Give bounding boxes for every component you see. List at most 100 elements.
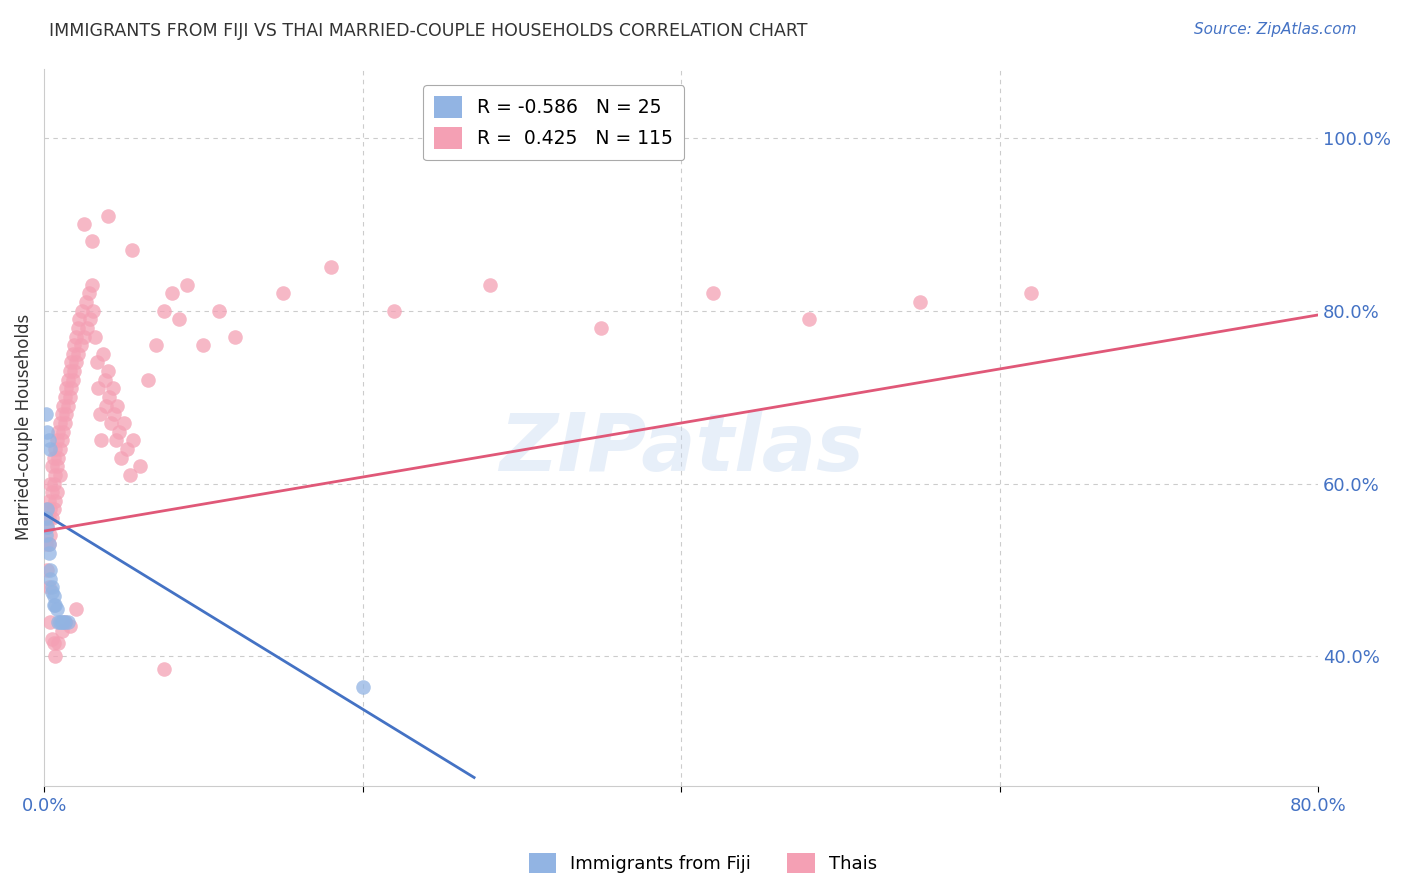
Point bbox=[1021, 286, 1043, 301]
Point bbox=[37, 520, 59, 534]
Point bbox=[41, 459, 63, 474]
Point bbox=[49, 416, 72, 430]
Point bbox=[104, 434, 127, 448]
Point bbox=[72, 303, 94, 318]
Y-axis label: Married-couple Households: Married-couple Households bbox=[15, 314, 32, 541]
Point bbox=[37, 520, 59, 534]
Point bbox=[58, 619, 80, 633]
Point bbox=[98, 390, 121, 404]
Point bbox=[65, 329, 87, 343]
Point bbox=[103, 408, 125, 422]
Point bbox=[73, 217, 96, 231]
Point bbox=[41, 584, 63, 599]
Point bbox=[89, 408, 111, 422]
Point bbox=[53, 390, 76, 404]
Point bbox=[38, 580, 60, 594]
Point bbox=[97, 364, 120, 378]
Point bbox=[84, 329, 107, 343]
Point bbox=[112, 416, 135, 430]
Point bbox=[38, 511, 60, 525]
Point bbox=[53, 615, 76, 629]
Point bbox=[80, 235, 103, 249]
Point bbox=[479, 277, 502, 292]
Point bbox=[39, 502, 62, 516]
Point bbox=[53, 416, 76, 430]
Point bbox=[121, 243, 143, 257]
Point bbox=[96, 399, 118, 413]
Point bbox=[224, 329, 246, 343]
Point bbox=[51, 615, 73, 629]
Point bbox=[51, 434, 73, 448]
Point bbox=[38, 434, 60, 448]
Point bbox=[702, 286, 724, 301]
Point bbox=[52, 615, 75, 629]
Point bbox=[42, 636, 65, 650]
Point bbox=[66, 321, 89, 335]
Point bbox=[51, 408, 73, 422]
Point bbox=[152, 662, 174, 676]
Point bbox=[80, 277, 103, 292]
Point bbox=[38, 493, 60, 508]
Point bbox=[39, 572, 62, 586]
Point bbox=[42, 589, 65, 603]
Point bbox=[110, 450, 132, 465]
Point bbox=[44, 467, 66, 482]
Point bbox=[41, 511, 63, 525]
Point bbox=[176, 277, 198, 292]
Point bbox=[44, 493, 66, 508]
Point bbox=[73, 329, 96, 343]
Point bbox=[48, 615, 70, 629]
Point bbox=[42, 598, 65, 612]
Point bbox=[45, 459, 67, 474]
Legend: Immigrants from Fiji, Thais: Immigrants from Fiji, Thais bbox=[522, 846, 884, 880]
Point bbox=[42, 502, 65, 516]
Point bbox=[93, 373, 115, 387]
Point bbox=[55, 408, 77, 422]
Point bbox=[65, 355, 87, 369]
Point bbox=[39, 476, 62, 491]
Point bbox=[49, 467, 72, 482]
Legend: R = -0.586   N = 25, R =  0.425   N = 115: R = -0.586 N = 25, R = 0.425 N = 115 bbox=[423, 85, 685, 161]
Point bbox=[38, 537, 60, 551]
Text: ZIPatlas: ZIPatlas bbox=[499, 409, 863, 488]
Point bbox=[75, 295, 97, 310]
Point bbox=[37, 502, 59, 516]
Point bbox=[51, 624, 73, 638]
Point bbox=[39, 563, 62, 577]
Point bbox=[152, 303, 174, 318]
Point bbox=[62, 373, 84, 387]
Point bbox=[65, 602, 87, 616]
Point bbox=[52, 425, 75, 439]
Point bbox=[115, 442, 138, 456]
Point bbox=[58, 390, 80, 404]
Point bbox=[105, 399, 128, 413]
Point bbox=[91, 347, 114, 361]
Point bbox=[35, 511, 58, 525]
Point bbox=[90, 434, 112, 448]
Point bbox=[44, 442, 66, 456]
Point bbox=[56, 399, 79, 413]
Point bbox=[56, 373, 79, 387]
Point bbox=[82, 303, 104, 318]
Point bbox=[48, 636, 70, 650]
Point bbox=[38, 537, 60, 551]
Point bbox=[352, 680, 374, 694]
Point bbox=[49, 615, 72, 629]
Point bbox=[41, 485, 63, 500]
Point bbox=[35, 408, 58, 422]
Point bbox=[66, 347, 89, 361]
Point bbox=[39, 615, 62, 629]
Point bbox=[56, 615, 79, 629]
Point bbox=[908, 295, 931, 310]
Point bbox=[42, 450, 65, 465]
Point bbox=[79, 312, 101, 326]
Point bbox=[76, 321, 98, 335]
Point bbox=[60, 381, 83, 395]
Point bbox=[271, 286, 294, 301]
Point bbox=[67, 312, 90, 326]
Point bbox=[63, 364, 86, 378]
Point bbox=[97, 209, 120, 223]
Point bbox=[145, 338, 167, 352]
Point bbox=[52, 399, 75, 413]
Text: IMMIGRANTS FROM FIJI VS THAI MARRIED-COUPLE HOUSEHOLDS CORRELATION CHART: IMMIGRANTS FROM FIJI VS THAI MARRIED-COU… bbox=[49, 22, 807, 40]
